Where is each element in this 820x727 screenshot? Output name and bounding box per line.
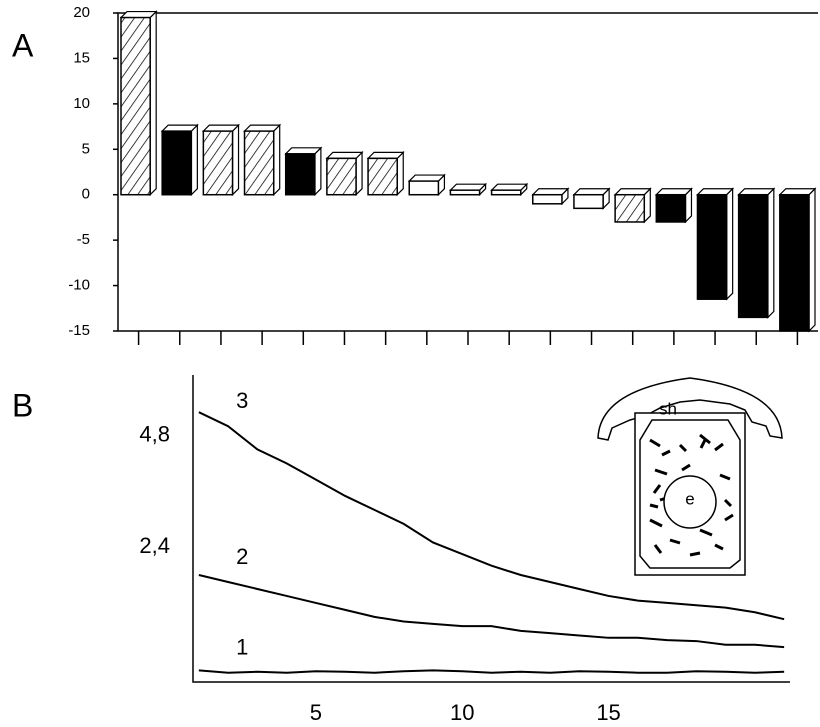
bar-side <box>273 123 281 197</box>
bar <box>449 189 481 196</box>
bar <box>367 157 398 196</box>
bar-top <box>325 151 364 159</box>
bar <box>326 157 357 196</box>
x-tick-label: 15 <box>596 700 620 725</box>
series-label: 2 <box>236 544 248 569</box>
bar <box>779 193 810 332</box>
bar <box>284 153 316 196</box>
bar-top <box>778 188 817 196</box>
axes <box>192 375 790 683</box>
bar-side <box>726 187 734 301</box>
panel-label: A <box>12 27 34 63</box>
bar-top <box>119 10 158 19</box>
bar-top <box>654 188 693 196</box>
bar-side <box>767 187 775 319</box>
bar-side <box>808 187 816 333</box>
y-tick-label: -15 <box>68 322 90 339</box>
y-tick-label: -5 <box>77 231 90 248</box>
bar-top <box>490 183 529 191</box>
series-label: 1 <box>236 635 248 660</box>
bar-top <box>284 147 323 155</box>
bar-side <box>231 123 240 197</box>
bar-top <box>696 188 735 196</box>
bar <box>161 130 193 196</box>
bar <box>737 193 769 319</box>
bar <box>120 16 151 196</box>
bar-top <box>407 174 446 182</box>
bar-side <box>355 150 363 197</box>
bar <box>243 130 275 196</box>
bar-side <box>149 10 157 197</box>
y-tick-label: -10 <box>68 277 90 294</box>
line <box>198 574 785 649</box>
inset-label: sh <box>659 399 677 418</box>
x-tick-label: 5 <box>310 700 322 725</box>
bar-top <box>613 188 652 196</box>
y-tick-label: 4,8 <box>139 421 170 446</box>
bar-top <box>366 151 405 159</box>
y-tick-label: 2,4 <box>139 533 170 558</box>
y-tick-label: 5 <box>82 140 90 157</box>
y-tick-label: 20 <box>73 4 90 21</box>
x-tick-label: 10 <box>450 700 474 725</box>
bar <box>655 193 687 223</box>
inset-label: e <box>685 489 694 508</box>
bar <box>573 193 604 210</box>
bar-top <box>531 188 570 196</box>
inset-diagram <box>597 377 783 576</box>
bar-top <box>160 124 199 132</box>
bar <box>614 193 646 223</box>
bar <box>696 193 728 300</box>
bar <box>532 193 563 205</box>
bar <box>408 180 440 196</box>
y-tick-label: 15 <box>73 49 90 66</box>
bar-top <box>201 124 240 132</box>
bar <box>490 189 522 196</box>
bar-side <box>314 146 322 197</box>
bar-top <box>737 188 776 196</box>
bar-top <box>448 183 488 191</box>
bar-top <box>243 124 282 132</box>
y-tick-label: 10 <box>73 95 90 112</box>
line <box>198 411 785 621</box>
y-tick-label: 0 <box>82 186 90 203</box>
line <box>198 669 785 674</box>
bar-top <box>572 188 611 196</box>
panel-label: B <box>12 387 33 423</box>
bar-side <box>190 123 198 197</box>
bar <box>202 130 234 196</box>
series-label: 3 <box>236 388 248 413</box>
bar-side <box>396 150 404 197</box>
